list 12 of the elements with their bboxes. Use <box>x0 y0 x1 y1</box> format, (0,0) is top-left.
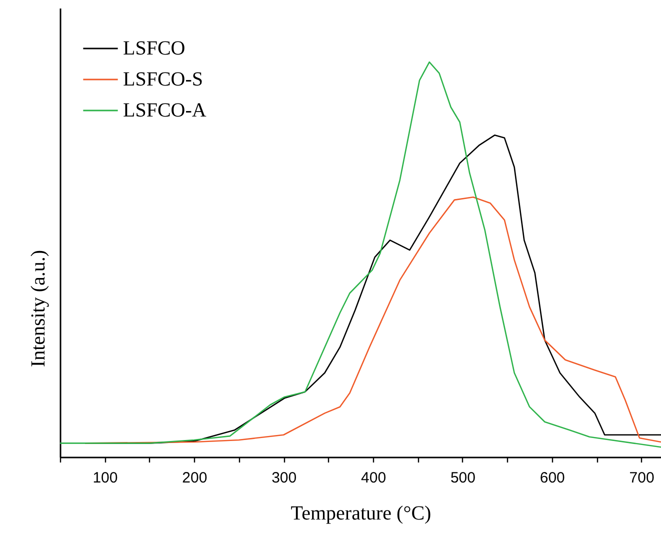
legend-label: LSFCO <box>123 38 186 60</box>
x-axis-title: Temperature (°C) <box>290 502 432 524</box>
legend-label: LSFCO-A <box>123 100 207 122</box>
x-tick-label: 500 <box>450 470 476 486</box>
y-axis-title: Intensity (a.u.) <box>28 250 50 368</box>
x-tick-label: 200 <box>182 470 208 486</box>
x-tick-label: 400 <box>361 470 386 486</box>
x-tick-label: 300 <box>272 470 297 486</box>
x-tick-label: 100 <box>92 470 118 486</box>
x-tick-label: 600 <box>540 470 565 486</box>
x-tick-label: 700 <box>629 470 654 486</box>
legend-label: LSFCO-S <box>123 68 204 90</box>
